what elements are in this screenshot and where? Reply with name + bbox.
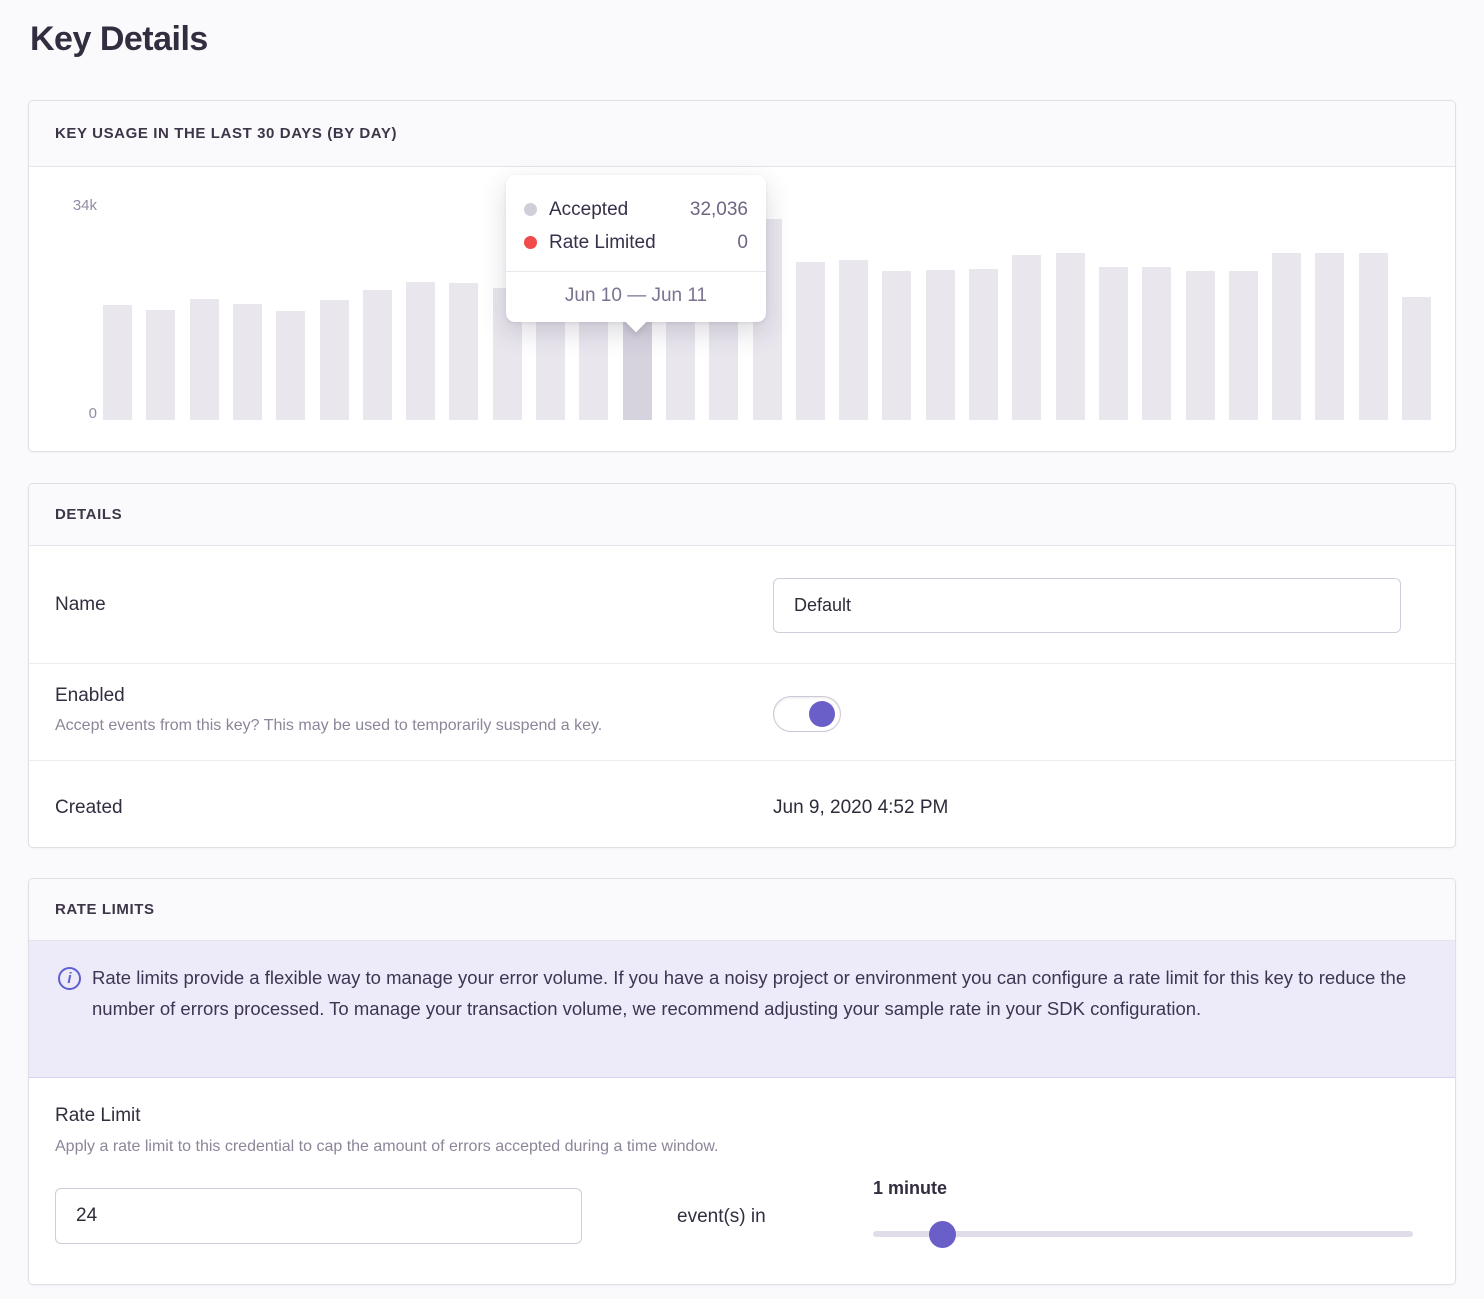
enabled-toggle[interactable] <box>773 696 841 732</box>
chart-bar[interactable] <box>449 283 478 420</box>
bar-plot <box>103 202 1448 420</box>
key-usage-panel-header: KEY USAGE IN THE LAST 30 DAYS (BY DAY) <box>29 101 1455 167</box>
key-usage-panel-title: KEY USAGE IN THE LAST 30 DAYS (BY DAY) <box>55 125 398 142</box>
chart-bar[interactable] <box>363 290 392 420</box>
tooltip-row-accepted: Accepted 32,036 <box>524 193 748 226</box>
enabled-label: Enabled <box>55 685 125 706</box>
created-label: Created <box>55 797 123 818</box>
name-field-row: Name <box>29 546 1455 664</box>
info-icon: i <box>58 967 81 990</box>
rate-limits-info-alert: i Rate limits provide a flexible way to … <box>29 941 1455 1078</box>
window-slider-knob[interactable] <box>928 1220 956 1248</box>
chart-bar[interactable] <box>103 305 132 420</box>
chart-bar[interactable] <box>1012 255 1041 420</box>
chart-bar[interactable] <box>1229 271 1258 420</box>
accepted-label: Accepted <box>549 198 629 220</box>
chart-bar[interactable] <box>796 262 825 420</box>
enabled-toggle-knob[interactable] <box>809 701 835 727</box>
chart-bar[interactable] <box>969 269 998 420</box>
chart-bar[interactable] <box>146 310 175 420</box>
page-title: Key Details <box>30 20 208 58</box>
chart-bar[interactable] <box>320 300 349 420</box>
chart-bar[interactable] <box>406 282 435 420</box>
window-slider-track[interactable] <box>873 1220 1413 1248</box>
created-value: Jun 9, 2020 4:52 PM <box>773 797 949 818</box>
rate-limited-label: Rate Limited <box>549 231 656 253</box>
events-in-text: event(s) in <box>677 1206 766 1227</box>
chart-bar[interactable] <box>1099 267 1128 420</box>
key-usage-panel: KEY USAGE IN THE LAST 30 DAYS (BY DAY) 3… <box>28 100 1456 452</box>
rate-limits-panel: RATE LIMITS i Rate limits provide a flex… <box>28 878 1456 1285</box>
chart-bar[interactable] <box>882 271 911 420</box>
rate-limit-count-input[interactable] <box>55 1188 582 1244</box>
rate-limits-panel-header: RATE LIMITS <box>29 879 1455 941</box>
details-panel-title: DETAILS <box>55 506 123 523</box>
chart-bar[interactable] <box>1142 267 1171 420</box>
rate-limit-window-slider-group: 1 minute <box>873 1178 1413 1248</box>
chart-bar[interactable] <box>1056 253 1085 420</box>
tooltip-date-range: Jun 10 — Jun 11 <box>506 271 766 322</box>
tooltip-row-rate-limited: Rate Limited 0 <box>524 226 748 259</box>
rate-limited-dot-icon <box>524 236 537 249</box>
chart-bar[interactable] <box>1359 253 1388 420</box>
chart-bar[interactable] <box>1402 297 1431 420</box>
chart-bar[interactable] <box>1186 271 1215 420</box>
y-axis-min-label: 0 <box>88 405 97 422</box>
chart-tooltip: Accepted 32,036 Rate Limited 0 Jun 10 — … <box>506 175 766 322</box>
name-input[interactable] <box>773 578 1401 633</box>
details-panel: DETAILS Name Enabled Accept events from … <box>28 483 1456 848</box>
chart-bar[interactable] <box>276 311 305 420</box>
chart-bar[interactable] <box>926 270 955 420</box>
accepted-dot-icon <box>524 203 537 216</box>
usage-bar-chart: 34k 0 Accepted 32,036 Rate Limited 0 <box>29 167 1455 451</box>
enabled-field-row: Enabled Accept events from this key? Thi… <box>29 664 1455 761</box>
y-axis-max-label: 34k <box>72 197 97 214</box>
chart-bar[interactable] <box>1315 253 1344 420</box>
details-panel-header: DETAILS <box>29 484 1455 546</box>
chart-bar[interactable] <box>190 299 219 420</box>
created-field-row: Created Jun 9, 2020 4:52 PM <box>29 761 1455 847</box>
rate-limited-value: 0 <box>737 231 748 253</box>
window-value-label: 1 minute <box>873 1178 948 1198</box>
chart-bar[interactable] <box>839 260 868 420</box>
chart-bar[interactable] <box>233 304 262 420</box>
chart-bar[interactable] <box>1272 253 1301 420</box>
accepted-value: 32,036 <box>689 198 748 220</box>
rate-limit-help-text: Apply a rate limit to this credential to… <box>55 1138 719 1155</box>
tooltip-rows: Accepted 32,036 Rate Limited 0 <box>506 175 766 271</box>
enabled-help-text: Accept events from this key? This may be… <box>55 717 603 734</box>
rate-limits-alert-text: Rate limits provide a flexible way to ma… <box>92 967 1407 1019</box>
rate-limit-label: Rate Limit <box>55 1105 141 1126</box>
rate-limits-panel-title: RATE LIMITS <box>55 901 155 918</box>
name-label: Name <box>55 594 106 615</box>
